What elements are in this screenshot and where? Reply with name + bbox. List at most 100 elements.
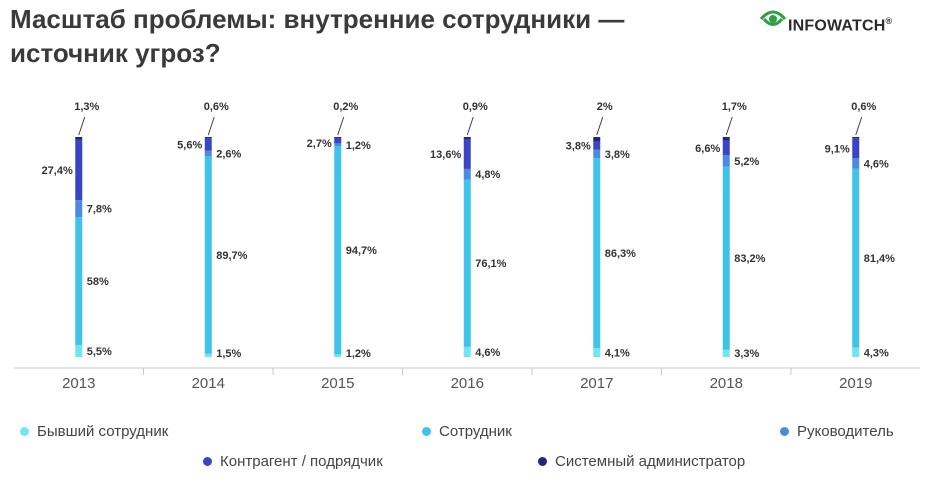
legend-swatch [538, 457, 547, 466]
bar-segment [75, 344, 83, 357]
stacked-bar-chart: 2013 5,5% 58% 7,8% 27,4% 1,3% 2014 1,5% 89,7% 2,6… [14, 101, 920, 392]
data-label-employee: 76,1% [475, 258, 506, 270]
bar-segment [204, 137, 212, 139]
bar-segment [852, 137, 860, 139]
x-tick-label: 2019 [839, 375, 872, 392]
leader-line [207, 116, 215, 136]
bar-segment [75, 217, 83, 345]
bar-segment [334, 354, 342, 357]
bar-segment [463, 346, 471, 357]
data-label-manager: 4,6% [864, 158, 889, 170]
bar-segment [593, 149, 601, 159]
bar-segment [722, 137, 730, 141]
bar-segment [204, 138, 212, 151]
bar-segment [852, 347, 860, 357]
data-label-former-employee: 4,6% [475, 347, 500, 359]
infowatch-eye-icon [759, 10, 787, 26]
leader-line [596, 116, 604, 136]
bar-segment [334, 137, 342, 144]
data-label-contractor: 27,4% [42, 165, 73, 177]
bar-segment [463, 179, 471, 347]
data-label-employee: 94,7% [346, 245, 377, 257]
data-label-sysadmin: 0,2% [333, 101, 358, 113]
data-label-sysadmin: 0,6% [204, 101, 229, 113]
data-label-employee: 81,4% [864, 253, 895, 265]
x-tick-label: 2016 [451, 375, 484, 392]
bar-segment [593, 347, 601, 357]
leader-line [855, 116, 863, 136]
data-label-sysadmin: 0,6% [851, 101, 876, 113]
data-label-former-employee: 5,5% [87, 346, 112, 358]
data-label-sysadmin: 0,9% [463, 101, 488, 113]
data-label-contractor: 2,7% [307, 138, 332, 150]
data-label-employee: 86,3% [605, 248, 636, 260]
bar-segment [852, 138, 860, 159]
x-tick-label: 2013 [62, 375, 95, 392]
data-label-former-employee: 1,5% [216, 348, 241, 360]
data-label-contractor: 5,6% [177, 139, 202, 151]
bar-segment [463, 138, 471, 169]
data-label-manager: 2,6% [216, 149, 241, 161]
legend-label: Руководитель [797, 423, 894, 440]
data-label-manager: 3,8% [605, 149, 630, 161]
data-label-sysadmin: 1,3% [74, 101, 99, 113]
logo-text: INFOWATCH® [788, 16, 893, 35]
x-tick-label: 2018 [710, 375, 743, 392]
data-label-former-employee: 4,1% [605, 347, 630, 359]
infowatch-logo: INFOWATCH® [758, 6, 928, 36]
data-label-former-employee: 1,2% [346, 348, 371, 360]
legend-swatch [20, 427, 29, 436]
data-label-sysadmin: 1,7% [722, 101, 747, 113]
data-label-contractor: 9,1% [825, 143, 850, 155]
data-label-contractor: 3,8% [566, 141, 591, 153]
leader-line [337, 116, 345, 136]
legend-item-employee: Сотрудник [422, 423, 512, 440]
legend-swatch [422, 427, 431, 436]
legend-swatch [780, 427, 789, 436]
legend-item-contractor: Контрагент / подрядчик [203, 453, 383, 470]
bar-segment [852, 168, 860, 348]
leader-line [466, 116, 474, 136]
bar-segment [722, 140, 730, 156]
x-tick-label: 2014 [192, 375, 225, 392]
legend-label: Системный администратор [555, 453, 746, 470]
bar-segment [463, 137, 471, 139]
data-label-employee: 83,2% [734, 253, 765, 265]
bar-segment [204, 150, 212, 157]
data-label-manager: 1,2% [346, 140, 371, 152]
data-label-former-employee: 3,3% [734, 348, 759, 360]
bar-segment [852, 158, 860, 169]
x-tick-label: 2017 [580, 375, 613, 392]
bar-segment [75, 200, 83, 218]
x-tick-label: 2015 [321, 375, 354, 392]
legend-item-former-employee: Бывший сотрудник [20, 423, 168, 440]
chart-legend: Бывший сотрудник Сотрудник Руководитель … [0, 410, 937, 492]
data-label-former-employee: 4,3% [864, 347, 889, 359]
bar-segment [593, 158, 601, 348]
bar-segment [593, 141, 601, 150]
data-label-contractor: 13,6% [430, 149, 461, 161]
bar-segment [75, 137, 83, 140]
bar-segment [204, 353, 212, 357]
page-title: Масштаб проблемы: внутренние сотрудники … [10, 4, 625, 68]
legend-item-manager: Руководитель [780, 423, 894, 440]
bar-segment [463, 168, 471, 180]
bar-segment [593, 137, 601, 142]
bar-segment [334, 143, 342, 147]
legend-label: Бывший сотрудник [37, 423, 169, 440]
bar-segment [204, 156, 212, 354]
bar-segment [722, 166, 730, 350]
data-label-manager: 5,2% [734, 156, 759, 168]
data-label-manager: 4,8% [475, 169, 500, 181]
data-label-manager: 7,8% [87, 204, 112, 216]
bar-segment [722, 349, 730, 357]
leader-line [725, 116, 733, 136]
legend-item-sysadmin: Системный администратор [538, 453, 745, 470]
bar-segment [722, 155, 730, 167]
bar-segment [75, 139, 83, 201]
data-label-sysadmin: 2% [597, 101, 613, 113]
bar-segment [334, 137, 342, 138]
data-label-contractor: 6,6% [695, 143, 720, 155]
legend-label: Контрагент / подрядчик [220, 453, 383, 470]
leader-line [78, 116, 86, 136]
